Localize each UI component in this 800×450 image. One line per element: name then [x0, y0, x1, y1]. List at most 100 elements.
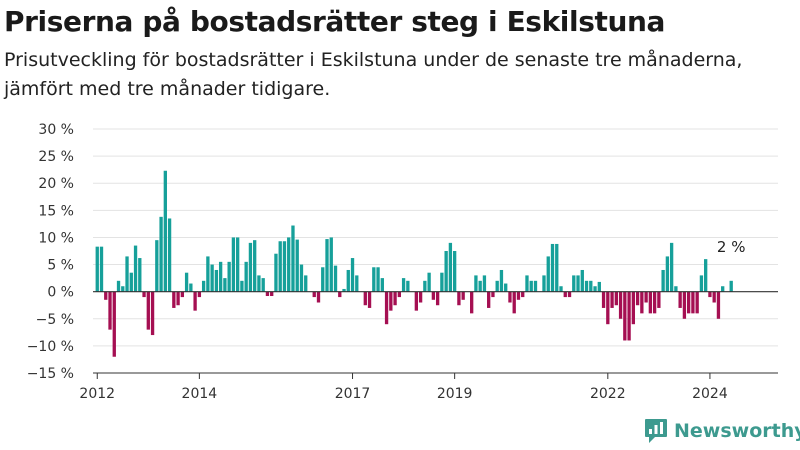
bar: [474, 275, 478, 292]
bar: [155, 240, 159, 292]
bar: [299, 264, 304, 292]
bar: [380, 278, 384, 292]
bar: [389, 291, 393, 311]
y-tick-label: 15 %: [38, 203, 74, 219]
bar: [206, 256, 210, 292]
bar: [231, 237, 236, 292]
bar: [316, 291, 321, 303]
bar: [295, 239, 299, 292]
bar: [457, 291, 461, 306]
bar: [99, 246, 104, 292]
bar: [495, 280, 499, 292]
bar: [563, 291, 567, 298]
chart-subtitle: Prisutveckling för bostadsrätter i Eskil…: [4, 49, 743, 100]
bar: [184, 272, 189, 292]
bar: [218, 261, 223, 292]
bar: [393, 291, 397, 306]
bar: [435, 291, 440, 306]
chart-title: Priserna på bostadsrätter steg i Eskilst…: [4, 5, 666, 38]
y-tick-label: 20 %: [38, 176, 74, 192]
bar: [133, 245, 138, 292]
bars: [93, 170, 778, 357]
bar: [461, 291, 465, 300]
bar: [452, 251, 457, 292]
bar: [601, 291, 606, 308]
x-tick-label: 2012: [79, 386, 115, 402]
bar: [138, 258, 142, 292]
bar: [167, 218, 172, 292]
bar: [550, 243, 555, 292]
bar: [448, 242, 453, 292]
bar: [274, 253, 278, 292]
bar: [444, 251, 448, 292]
bar: [580, 269, 584, 292]
newsworthy-brand[interactable]: Newsworthy: [644, 418, 800, 444]
y-tick-label: −10 %: [27, 339, 74, 355]
bar: [244, 261, 248, 292]
bar: [401, 278, 406, 292]
bar: [512, 291, 516, 314]
brand-name: Newsworthy: [674, 420, 800, 442]
bar: [163, 170, 167, 292]
grid-lines: [93, 128, 778, 374]
bar: [333, 265, 338, 292]
y-tick-label: 10 %: [38, 230, 74, 246]
bar: [618, 291, 623, 319]
bar: [261, 278, 265, 292]
bar: [112, 291, 116, 357]
bar: [648, 291, 653, 314]
bar: [201, 280, 206, 292]
bar: [572, 275, 576, 292]
y-tick-label: −5 %: [36, 312, 74, 328]
bar: [355, 275, 359, 292]
bar: [180, 291, 185, 298]
bar: [210, 264, 214, 292]
bar: [427, 272, 431, 292]
bar: [338, 291, 342, 298]
bar: [248, 242, 253, 292]
bar: [121, 286, 125, 292]
bar: [384, 291, 389, 325]
bar: [678, 291, 682, 308]
bar: [499, 269, 504, 292]
bar: [223, 278, 227, 292]
bar: [287, 237, 291, 292]
bar: [325, 239, 329, 292]
bar: [214, 269, 219, 292]
bar: [414, 291, 419, 311]
bar: [159, 216, 163, 292]
bar: [431, 291, 436, 300]
y-tick-label: 30 %: [38, 122, 74, 138]
bar: [593, 286, 597, 292]
bar: [610, 291, 614, 308]
bar: [418, 291, 423, 303]
bar: [227, 261, 231, 292]
bar: [529, 280, 533, 292]
bar: [172, 291, 176, 308]
bar: [652, 291, 657, 314]
value-annotation: 2 %: [717, 238, 746, 256]
bar: [146, 291, 150, 330]
x-axis: 2012 2014 2017 2019 2022 2024: [79, 372, 778, 402]
bar: [470, 291, 474, 314]
bar: [559, 286, 563, 292]
bar: [669, 242, 674, 292]
bar: [606, 291, 610, 325]
bar: [704, 259, 708, 292]
x-tick-label: 2019: [437, 386, 473, 402]
bar: [665, 256, 670, 292]
bar: [691, 291, 695, 314]
x-tick-label: 2022: [590, 386, 626, 402]
bar: [525, 275, 529, 292]
y-tick-label: 5 %: [47, 258, 74, 274]
bar: [516, 291, 521, 300]
bar: [265, 291, 270, 297]
bar: [482, 275, 487, 292]
bar: [342, 288, 346, 292]
bar: [440, 272, 444, 292]
x-tick-label: 2014: [182, 386, 218, 402]
bar: [363, 291, 367, 306]
bar: [504, 283, 508, 292]
bar: [674, 286, 678, 292]
